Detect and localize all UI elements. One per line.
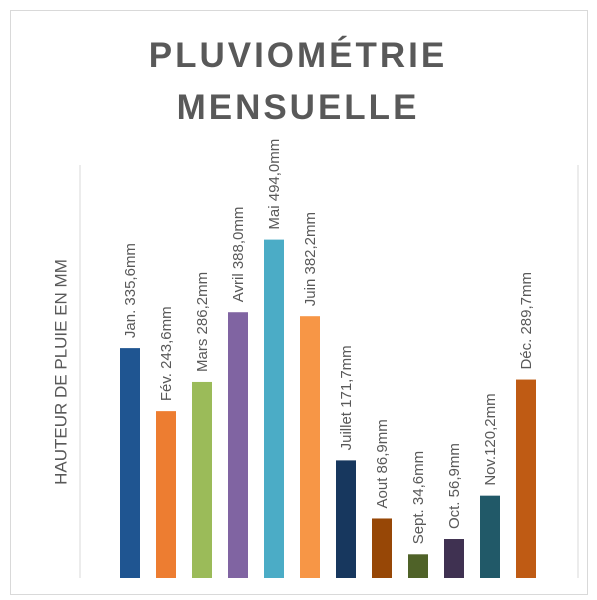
data-label: Mai 494,0mm [266,139,283,230]
bar [480,495,500,578]
bar [444,539,464,578]
data-label: Fév. 243,6mm [158,306,175,401]
data-label: Juillet 171,7mm [338,345,355,450]
data-label: Sept. 34,6mm [410,451,427,544]
bar [264,239,284,579]
bar [372,518,392,578]
bar [120,348,140,578]
data-label: Déc. 289,7mm [518,272,535,370]
bar [156,411,176,578]
data-label: Mars 286,2mm [194,272,211,372]
bar [336,460,356,578]
bar [408,554,428,578]
bar [300,316,320,578]
data-label: Oct. 56,9mm [446,443,463,529]
chart-title: PLUVIOMÉTRIE MENSUELLE [148,36,448,127]
bar [192,381,212,578]
bar [228,312,248,578]
y-axis-label: HAUTEUR DE PLUIE EN MM [51,259,70,485]
data-label: Nov.120,2mm [482,393,499,485]
data-label: Jan. 335,6mm [122,243,139,338]
data-label: Juin 382,2mm [302,212,319,306]
data-label: Avril 388,0mm [230,207,247,303]
bar [516,379,536,578]
chart-border [10,10,588,595]
data-label: Aout 86,9mm [374,419,391,508]
